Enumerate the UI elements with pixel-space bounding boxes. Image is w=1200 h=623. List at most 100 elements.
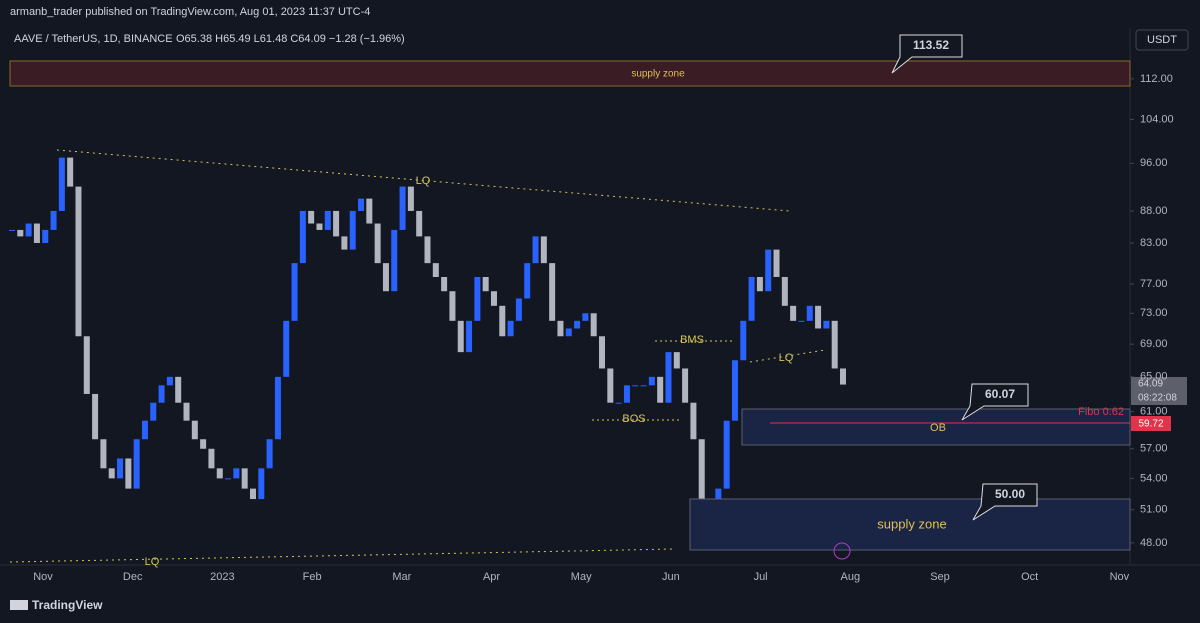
fibo-price: 59.72 (1138, 419, 1163, 430)
last-price-tag (1131, 377, 1187, 405)
candle (274, 376, 281, 440)
x-tick-label: 2023 (210, 571, 234, 583)
x-tick-label: Jun (662, 571, 680, 583)
candle (515, 298, 522, 321)
candle (831, 320, 838, 369)
countdown: 08:22:08 (1138, 393, 1177, 404)
candle (682, 368, 689, 403)
supply-zone (9, 60, 1131, 87)
candle (441, 276, 448, 292)
candle (175, 376, 182, 403)
brand: TradingView (32, 598, 103, 612)
candle (507, 320, 514, 337)
candle (67, 157, 74, 187)
candle (25, 223, 32, 237)
candle (117, 458, 124, 479)
candle (765, 249, 772, 292)
candle (424, 236, 431, 264)
y-tick-label: 61.00 (1140, 406, 1168, 418)
callout-text: 113.52 (913, 38, 949, 52)
candle (449, 291, 456, 321)
bos-label: BOS (622, 413, 645, 425)
candle (100, 439, 107, 469)
currency-button[interactable] (1135, 29, 1189, 51)
candle (490, 291, 497, 306)
ob-zone (741, 408, 1131, 446)
y-tick-label: 77.00 (1140, 278, 1168, 290)
candle (266, 439, 273, 469)
y-tick-label: 54.00 (1140, 472, 1168, 484)
candle (150, 402, 157, 421)
y-tick-label: 48.00 (1140, 537, 1168, 549)
candle (632, 385, 639, 387)
candle (798, 320, 805, 322)
zone-label: supply zone (877, 516, 946, 531)
candle (690, 402, 697, 440)
candle (623, 385, 630, 403)
candle (740, 320, 747, 361)
candle (657, 376, 664, 403)
candle (75, 186, 82, 337)
candle (549, 263, 556, 321)
x-tick-label: Mar (392, 571, 411, 583)
candle (416, 210, 423, 237)
zone-label: OB (930, 422, 946, 434)
candle (208, 448, 215, 469)
candle (748, 276, 755, 321)
candle (806, 305, 813, 321)
candle (457, 320, 464, 353)
candle (183, 402, 190, 421)
candle (17, 229, 24, 237)
lq-label: LQ (416, 175, 431, 187)
bms-label: BMS (680, 334, 704, 346)
candle (565, 328, 572, 337)
callout-text: 60.07 (985, 387, 1015, 401)
y-tick-label: 73.00 (1140, 307, 1168, 319)
fibo-label: Fibo 0.62 (1078, 406, 1124, 418)
candle (698, 439, 705, 500)
lq-label: LQ (779, 352, 794, 364)
lq-label: LQ (145, 556, 160, 568)
candle (524, 263, 531, 299)
candle (466, 320, 473, 353)
candle (407, 186, 414, 211)
candle (815, 305, 822, 329)
candle (432, 263, 439, 277)
candle (58, 157, 65, 211)
ohlc: O65.38 H65.49 L61.48 C64.09 −1.28 (−1.96… (176, 33, 405, 45)
callout (972, 483, 1038, 521)
x-tick-label: May (571, 571, 592, 583)
candle (216, 468, 223, 479)
candle (840, 368, 846, 385)
candle (391, 229, 398, 292)
x-tick-label: Aug (841, 571, 861, 583)
candle (316, 223, 323, 230)
candle (283, 320, 290, 377)
candle (648, 376, 655, 386)
candle (349, 210, 356, 250)
candle (125, 458, 132, 489)
candle (249, 488, 256, 500)
y-tick-label: 96.00 (1140, 157, 1168, 169)
candle (108, 468, 115, 479)
publisher: armanb_trader published on TradingView.c… (10, 6, 370, 18)
candle (574, 320, 581, 329)
callout-text: 50.00 (995, 487, 1025, 501)
candle (233, 468, 240, 479)
zone-label: supply zone (631, 69, 685, 80)
y-tick-label: 65.00 (1140, 371, 1168, 383)
candle (92, 393, 99, 440)
event-icon[interactable] (833, 542, 851, 560)
x-tick-label: Nov (33, 571, 53, 583)
last-price: 64.09 (1138, 379, 1163, 390)
candle (141, 420, 148, 440)
candle (756, 276, 763, 292)
y-tick-label: 57.00 (1140, 443, 1168, 455)
candle (607, 368, 614, 403)
y-tick-label: 83.00 (1140, 237, 1168, 249)
candle (83, 336, 90, 394)
x-tick-label: Nov (1110, 571, 1130, 583)
supply-zone (689, 498, 1131, 551)
lq-line (749, 349, 826, 363)
currency[interactable]: USDT (1147, 34, 1177, 46)
